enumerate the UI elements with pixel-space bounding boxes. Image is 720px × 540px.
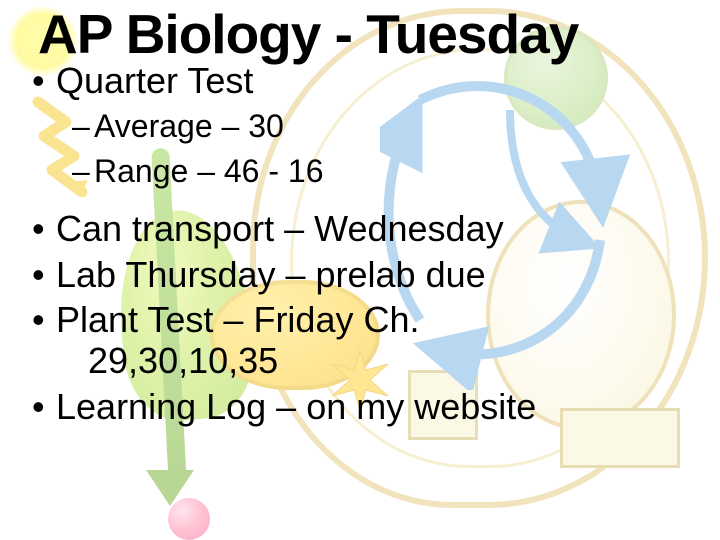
bullet-text: Can transport – Wednesday — [56, 208, 504, 249]
bullet-can-transport: •Can transport – Wednesday — [32, 208, 720, 249]
bullet-plant-test: •Plant Test – Friday Ch. 29,30,10,35 — [32, 299, 720, 382]
bullet-learning-log: •Learning Log – on my website — [32, 386, 720, 427]
bullet-text: Learning Log – on my website — [56, 386, 536, 427]
bullet-text: Range – 46 - 16 — [94, 153, 324, 189]
bullet-text: Quarter Test — [56, 60, 253, 101]
bullet-plant-test-line2: 29,30,10,35 — [88, 340, 720, 381]
bullet-range: –Range – 46 - 16 — [72, 152, 720, 190]
bullet-text: Lab Thursday – prelab due — [56, 254, 486, 295]
slide-content: AP Biology - Tuesday •Quarter Test –Aver… — [0, 0, 720, 540]
slide-title: AP Biology - Tuesday — [38, 2, 720, 66]
bullet-average: –Average – 30 — [72, 107, 720, 145]
bullet-quarter-test: •Quarter Test — [32, 60, 720, 101]
bullet-text: Average – 30 — [94, 108, 284, 144]
bullet-text: Plant Test – Friday Ch. — [56, 299, 420, 340]
bullet-lab-thursday: •Lab Thursday – prelab due — [32, 254, 720, 295]
